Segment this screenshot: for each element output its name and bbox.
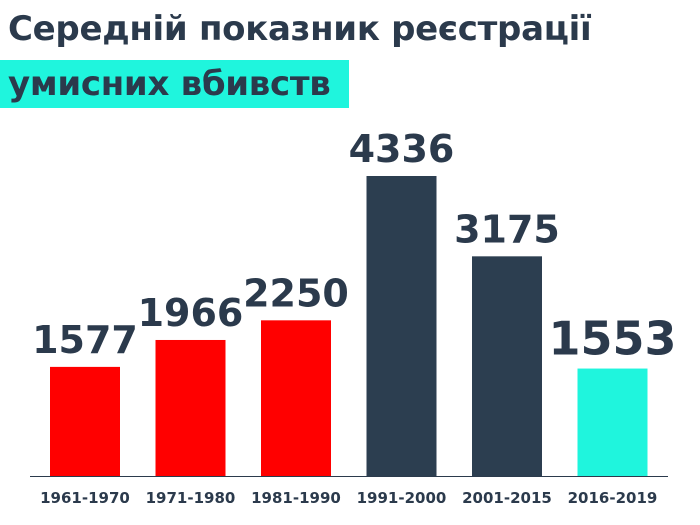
bar-value-label: 1577 — [32, 318, 138, 362]
bar-1981-1990 — [261, 320, 331, 476]
category-label: 1961-1970 — [40, 489, 130, 507]
bar-1961-1970 — [50, 366, 120, 476]
category-label: 1991-2000 — [357, 489, 447, 507]
bar-value-label: 4336 — [349, 127, 455, 171]
bar-2001-2015 — [472, 256, 542, 476]
chart-title-line-1: Середній показник реєстрації — [8, 9, 592, 49]
category-label: 1971-1980 — [146, 489, 236, 507]
bar-value-label: 3175 — [454, 207, 560, 251]
chart-title-line-2: умисних вбивств — [0, 60, 349, 108]
bar-value-label: 2250 — [243, 271, 349, 315]
bar-1991-2000 — [366, 176, 437, 476]
bar-value-label: 1553 — [548, 312, 676, 366]
bar-value-label: 1966 — [138, 291, 244, 335]
bar-2016-2019 — [577, 368, 648, 476]
category-label: 2016-2019 — [568, 489, 658, 507]
category-label: 2001-2015 — [462, 489, 552, 507]
category-label: 1981-1990 — [251, 489, 341, 507]
bar-1971-1980 — [155, 339, 226, 476]
